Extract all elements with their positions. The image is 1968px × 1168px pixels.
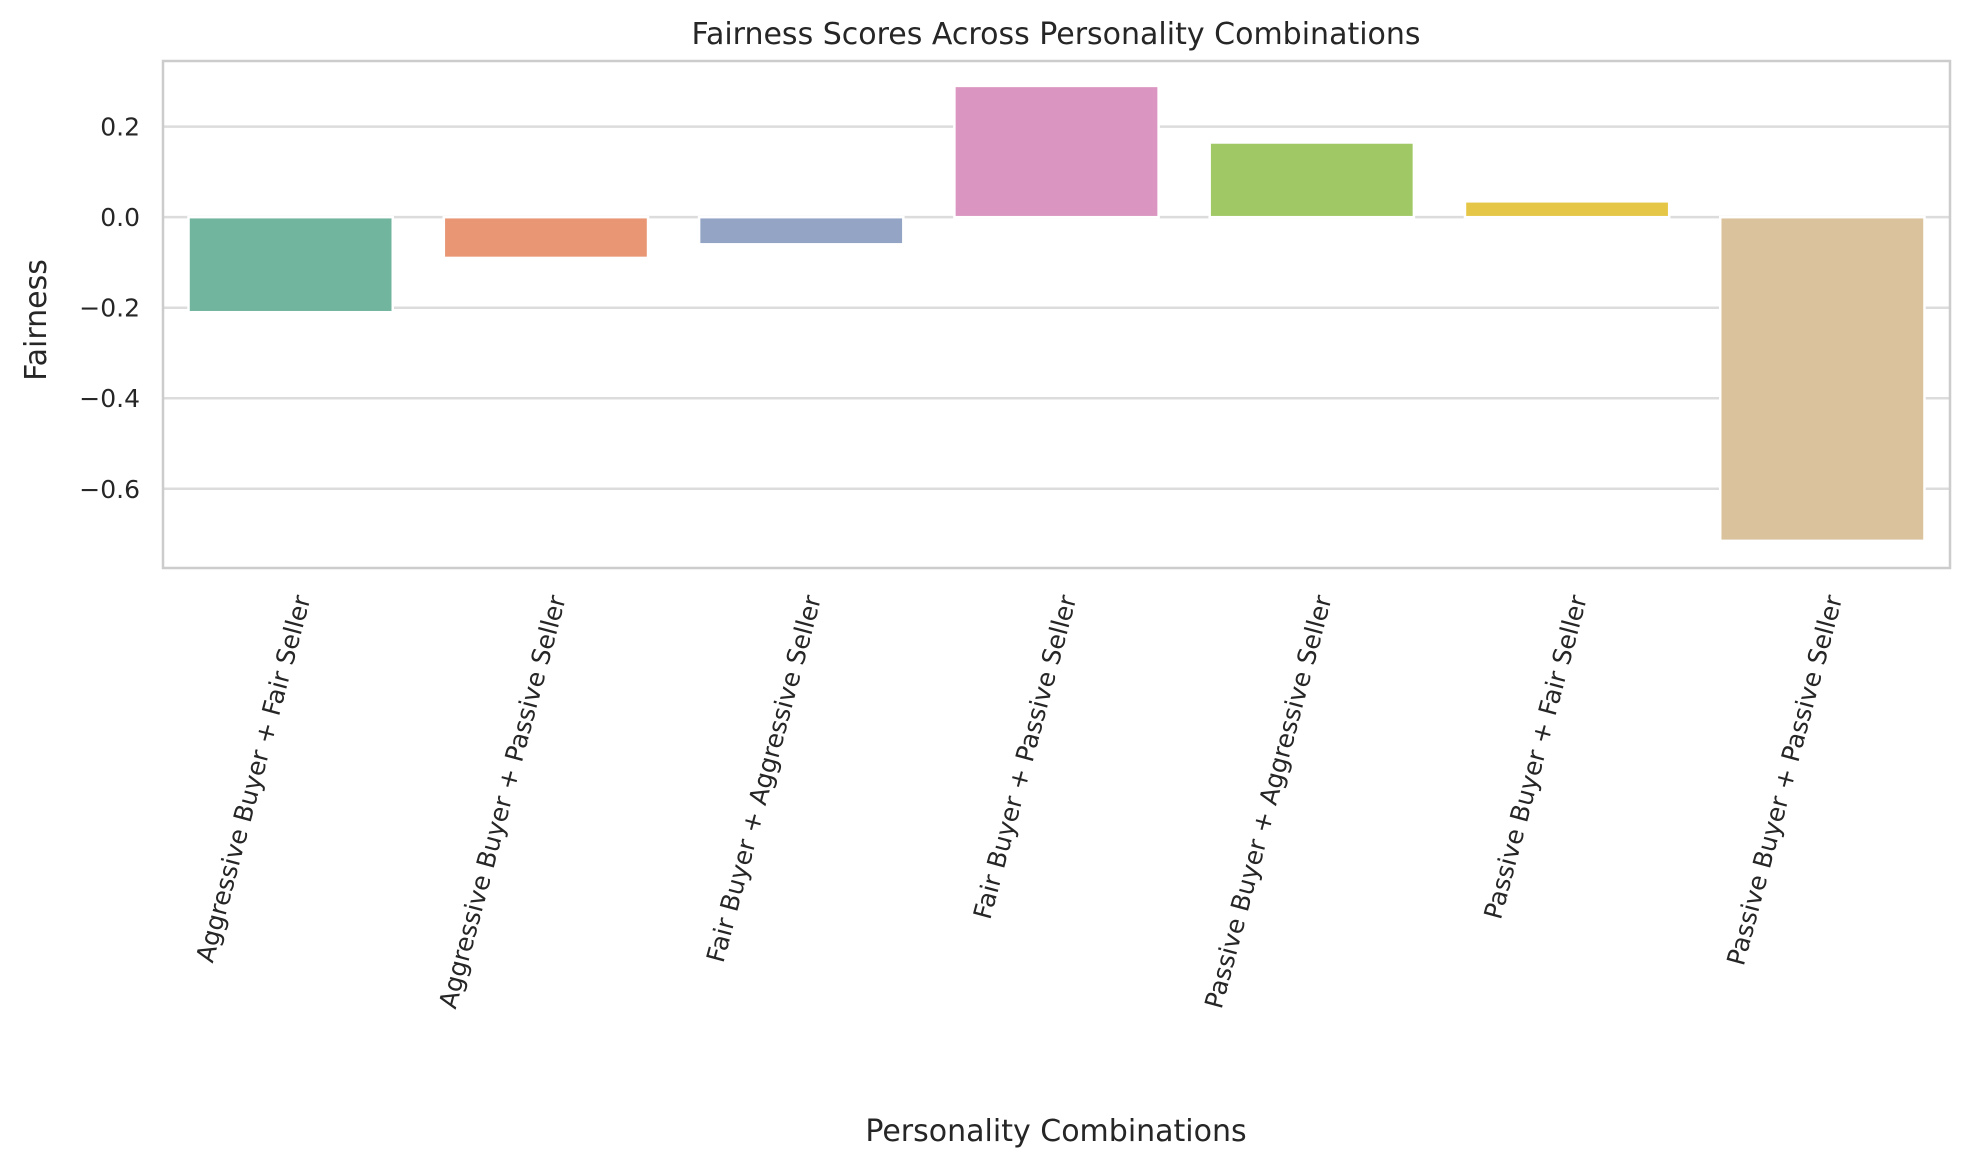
x-axis-title: Personality Combinations	[865, 1114, 1246, 1149]
bar	[953, 84, 1160, 219]
x-tick-label: Aggressive Buyer + Passive Seller	[433, 591, 572, 1011]
y-tick-label: 0.2	[100, 113, 140, 142]
x-tick-label: Passive Buyer + Passive Seller	[1721, 591, 1848, 968]
bar	[1208, 141, 1416, 219]
y-tick-label: −0.2	[79, 294, 140, 323]
y-tick-labels: 0.2 0.0 −0.2 −0.4 −0.6	[79, 113, 140, 504]
chart-title: Fairness Scores Across Personality Combi…	[691, 17, 1420, 52]
plot-frame	[161, 59, 1952, 570]
x-tick-labels: Aggressive Buyer + Fair Seller Aggressive…	[190, 591, 1848, 1011]
x-tick-label: Passive Buyer + Aggressive Seller	[1199, 591, 1338, 1011]
y-tick-label: −0.4	[79, 384, 140, 413]
x-tick-label: Passive Buyer + Fair Seller	[1478, 591, 1593, 922]
x-tick-label: Fair Buyer + Aggressive Seller	[701, 591, 827, 965]
y-tick-label: 0.0	[100, 203, 140, 232]
bar	[187, 215, 395, 314]
bars	[187, 84, 1926, 543]
bar	[442, 215, 650, 260]
bar	[697, 215, 905, 246]
bar	[1718, 215, 1926, 543]
x-tick-label: Aggressive Buyer + Fair Seller	[190, 591, 316, 965]
x-tick-label: Fair Buyer + Passive Seller	[968, 591, 1083, 922]
bar	[1463, 200, 1671, 219]
y-axis-title: Fairness	[19, 259, 54, 381]
y-tick-label: −0.6	[79, 475, 140, 504]
